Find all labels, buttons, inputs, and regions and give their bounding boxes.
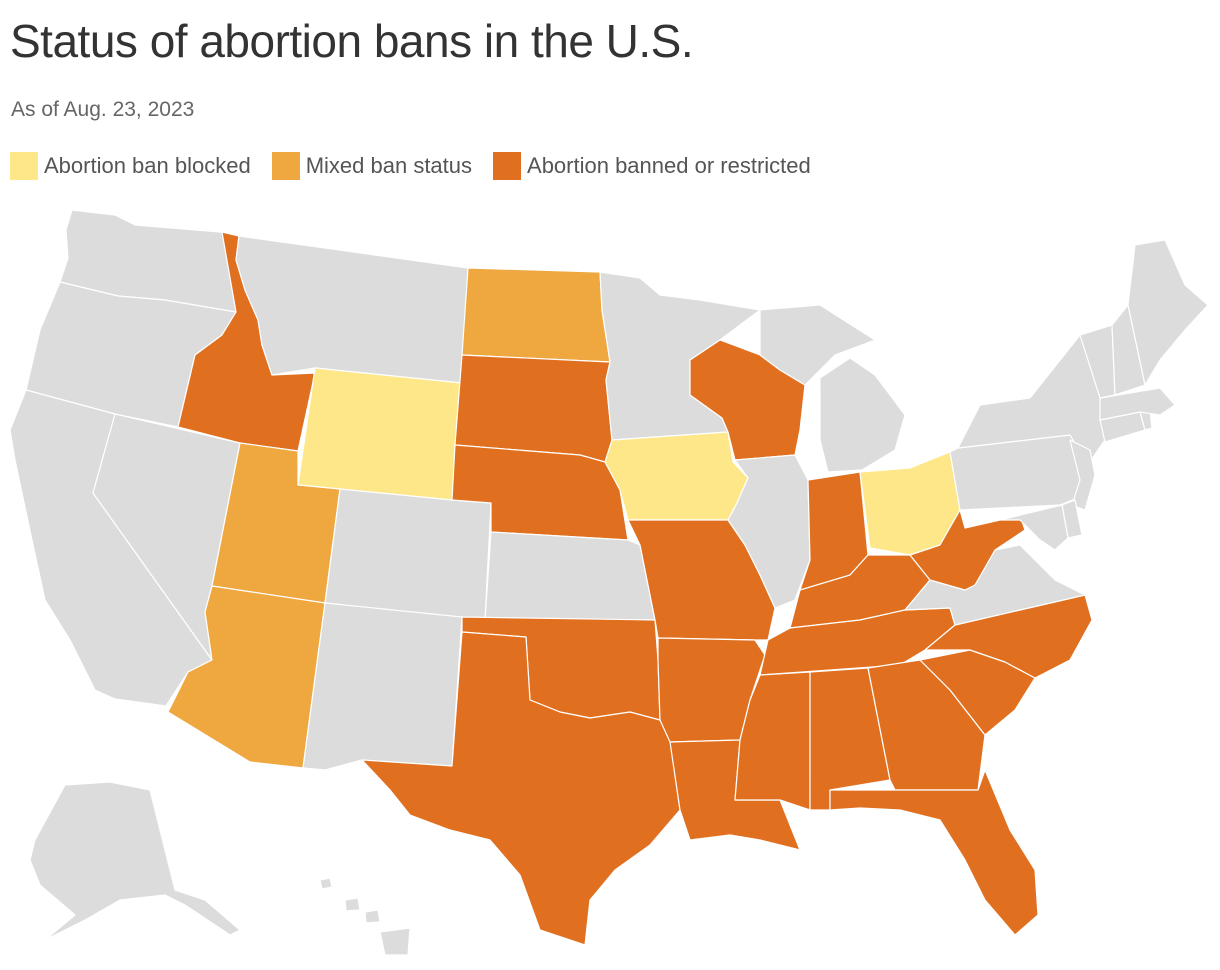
state-IA[interactable]	[604, 431, 749, 521]
state-ND[interactable]	[461, 267, 611, 363]
legend-label-blocked: Abortion ban blocked	[44, 153, 251, 178]
us-map	[9, 209, 1209, 956]
state-CO[interactable]	[324, 488, 492, 621]
state-SD[interactable]	[454, 354, 613, 463]
legend-item-mixed: Mixed ban status	[271, 152, 473, 180]
legend-swatch-banned	[493, 152, 522, 180]
chart-title: Status of abortion bans in the U.S.	[10, 15, 694, 67]
state-HI[interactable]	[319, 877, 411, 956]
state-WI[interactable]	[689, 339, 806, 461]
state-TX[interactable]	[361, 631, 681, 946]
chart-subtitle: As of Aug. 23, 2023	[11, 98, 195, 121]
legend-swatch-mixed	[271, 152, 300, 180]
state-NM[interactable]	[302, 602, 463, 771]
state-MD[interactable]	[999, 504, 1069, 551]
state-AK[interactable]	[29, 781, 241, 941]
state-MI[interactable]	[759, 304, 906, 473]
legend: Abortion ban blocked Mixed ban status Ab…	[10, 152, 832, 180]
legend-swatch-blocked	[10, 152, 38, 180]
legend-item-blocked: Abortion ban blocked	[10, 152, 251, 180]
state-MA[interactable]	[1099, 387, 1176, 421]
state-FL[interactable]	[829, 769, 1039, 936]
state-KS[interactable]	[484, 531, 656, 621]
legend-label-banned: Abortion banned or restricted	[527, 153, 811, 178]
state-WY[interactable]	[297, 367, 463, 501]
state-ME[interactable]	[1127, 239, 1209, 386]
state-MT[interactable]	[235, 235, 469, 384]
states-layer	[9, 209, 1209, 956]
legend-label-mixed: Mixed ban status	[305, 153, 473, 178]
state-NJ[interactable]	[1069, 439, 1096, 511]
state-IL[interactable]	[727, 454, 811, 609]
legend-item-banned: Abortion banned or restricted	[493, 152, 811, 180]
